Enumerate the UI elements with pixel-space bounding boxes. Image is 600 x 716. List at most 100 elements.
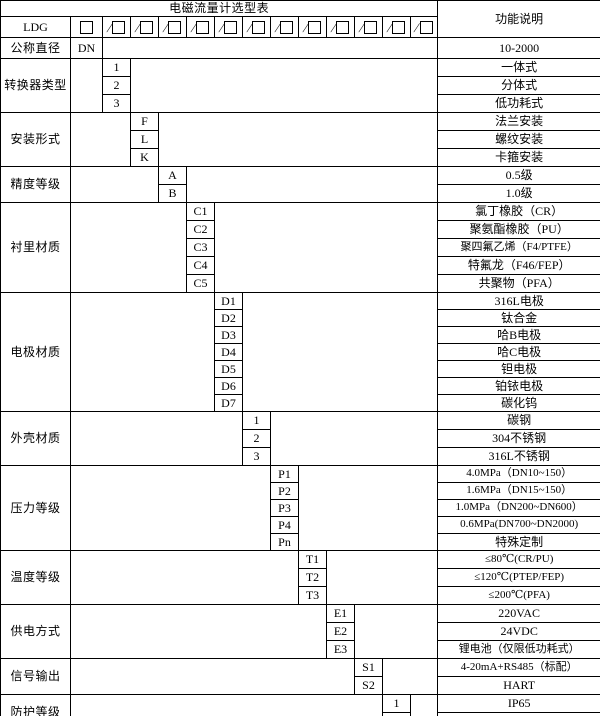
model-string-row: LDG / / / / / / / / / / / / — [0, 16, 600, 38]
code-pressure-5[interactable]: Pn — [270, 533, 299, 551]
model-box-9[interactable]: / — [298, 16, 327, 38]
code-power-2[interactable]: E2 — [326, 622, 355, 641]
desc-shell-3: 316L不锈钢 — [437, 447, 600, 466]
code-lining-5[interactable]: C5 — [186, 274, 215, 293]
code-electrode-1[interactable]: D1 — [214, 292, 243, 310]
code-accuracy-1[interactable]: A — [158, 166, 187, 185]
spacer-shell-right — [269, 411, 439, 466]
code-signal-1[interactable]: S1 — [354, 658, 383, 677]
desc-pressure-3: 1.0MPa（DN200~DN600） — [437, 499, 600, 517]
desc-electrode-5: 钽电极 — [437, 360, 600, 378]
code-electrode-4[interactable]: D4 — [214, 343, 243, 361]
code-power-1[interactable]: E1 — [326, 604, 355, 623]
code-protection-2[interactable]: 2 — [382, 712, 411, 716]
function-column-header: 功能说明 — [437, 0, 600, 38]
desc-electrode-1: 316L电极 — [437, 292, 600, 310]
code-temperature-3[interactable]: T3 — [298, 586, 327, 605]
title-row: 电磁流量计选型表 功能说明 — [0, 0, 600, 38]
row-power-1: 供电方式 E1 220VAC — [0, 604, 600, 659]
spacer-lining-right — [213, 202, 439, 293]
desc-mounting-1: 法兰安装 — [437, 112, 600, 131]
code-electrode-7[interactable]: D7 — [214, 394, 243, 412]
code-electrode-3[interactable]: D3 — [214, 326, 243, 344]
model-box-2[interactable]: / — [102, 16, 131, 38]
model-box-1[interactable] — [70, 16, 103, 38]
row-electrode-7: D7 碳化钨 — [1, 394, 600, 412]
spacer-signal-right — [381, 658, 439, 695]
row-converter-type-1: 转换器类型 1 一体式 — [0, 58, 600, 113]
code-power-3[interactable]: E3 — [326, 640, 355, 659]
spacer-protection-right — [409, 694, 439, 716]
spacer-pressure-left — [70, 465, 271, 551]
model-box-10[interactable]: / — [326, 16, 355, 38]
code-protection-1[interactable]: 1 — [382, 694, 411, 713]
row-pressure-1: 压力等级 P1 4.0MPa（DN10~150） — [0, 465, 600, 551]
model-box-8[interactable]: / — [270, 16, 299, 38]
row-label-shell: 外壳材质 — [0, 411, 71, 466]
checkbox-square-icon — [140, 20, 154, 34]
model-box-12[interactable]: / — [382, 16, 411, 38]
row-label-temperature: 温度等级 — [0, 550, 71, 605]
code-converter-3[interactable]: 3 — [102, 94, 131, 113]
spacer-converter-right — [129, 58, 439, 113]
desc-electrode-7: 碳化钨 — [437, 394, 600, 412]
model-box-6[interactable]: / — [214, 16, 243, 38]
desc-temperature-3: ≤200℃(PFA) — [437, 586, 600, 605]
code-lining-1[interactable]: C1 — [186, 202, 215, 221]
row-pressure-3: P3 1.0MPa（DN200~DN600） — [1, 499, 600, 517]
code-mounting-3[interactable]: K — [130, 148, 159, 167]
desc-mounting-2: 螺纹安装 — [437, 130, 600, 149]
desc-accuracy-2: 1.0级 — [437, 184, 600, 203]
model-box-3[interactable]: / — [130, 16, 159, 38]
code-mounting-1[interactable]: F — [130, 112, 159, 131]
row-electrode-1: 电极材质 D1 316L电极 — [0, 292, 600, 412]
code-lining-3[interactable]: C3 — [186, 238, 215, 257]
model-box-7[interactable]: / — [242, 16, 271, 38]
row-label-pressure: 压力等级 — [0, 465, 71, 551]
code-accuracy-2[interactable]: B — [158, 184, 187, 203]
code-shell-2[interactable]: 2 — [242, 429, 271, 448]
model-box-5[interactable]: / — [186, 16, 215, 38]
code-electrode-6[interactable]: D6 — [214, 377, 243, 395]
code-converter-1[interactable]: 1 — [102, 58, 131, 77]
code-pressure-4[interactable]: P4 — [270, 516, 299, 534]
model-box-11[interactable]: / — [354, 16, 383, 38]
spacer-converter-left — [70, 58, 103, 113]
code-lining-4[interactable]: C4 — [186, 256, 215, 275]
code-pressure-3[interactable]: P3 — [270, 499, 299, 517]
code-converter-2[interactable]: 2 — [102, 76, 131, 95]
row-label-protection: 防护等级 — [0, 694, 71, 716]
spacer-electrode-right — [241, 292, 439, 412]
desc-protection-2: IP68 — [437, 712, 600, 716]
desc-electrode-6: 铂铱电极 — [437, 377, 600, 395]
desc-converter-2: 分体式 — [437, 76, 600, 95]
code-electrode-2[interactable]: D2 — [214, 309, 243, 327]
desc-shell-1: 碳钢 — [437, 411, 600, 430]
row-temperature-1: 温度等级 T1 ≤80℃(CR/PU) — [0, 550, 600, 605]
model-box-13[interactable]: / — [409, 16, 439, 38]
code-pressure-2[interactable]: P2 — [270, 482, 299, 500]
code-temperature-1[interactable]: T1 — [298, 550, 327, 569]
checkbox-square-icon — [419, 20, 433, 34]
code-shell-3[interactable]: 3 — [242, 447, 271, 466]
code-electrode-5[interactable]: D5 — [214, 360, 243, 378]
spacer-mounting-right — [157, 112, 439, 167]
code-signal-2[interactable]: S2 — [354, 676, 383, 695]
code-shell-1[interactable]: 1 — [242, 411, 271, 430]
checkbox-square-icon — [112, 20, 126, 34]
row-shell-1: 外壳材质 1 碳钢 — [0, 411, 600, 466]
model-box-4[interactable]: / — [158, 16, 187, 38]
code-lining-2[interactable]: C2 — [186, 220, 215, 239]
spacer-shell-left — [70, 411, 243, 466]
desc-protection-1: IP65 — [437, 694, 600, 713]
desc-pressure-1: 4.0MPa（DN10~150） — [437, 465, 600, 483]
row-label-accuracy: 精度等级 — [0, 166, 71, 203]
row-label-lining: 衬里材质 — [0, 202, 71, 293]
checkbox-square-icon — [336, 20, 350, 34]
code-dn: DN — [70, 37, 103, 59]
desc-pressure-4: 0.6MPa(DN700~DN2000) — [437, 516, 600, 534]
code-temperature-2[interactable]: T2 — [298, 568, 327, 587]
desc-lining-3: 聚四氟乙烯（F4/PTFE） — [437, 238, 600, 257]
code-pressure-1[interactable]: P1 — [270, 465, 299, 483]
code-mounting-2[interactable]: L — [130, 130, 159, 149]
